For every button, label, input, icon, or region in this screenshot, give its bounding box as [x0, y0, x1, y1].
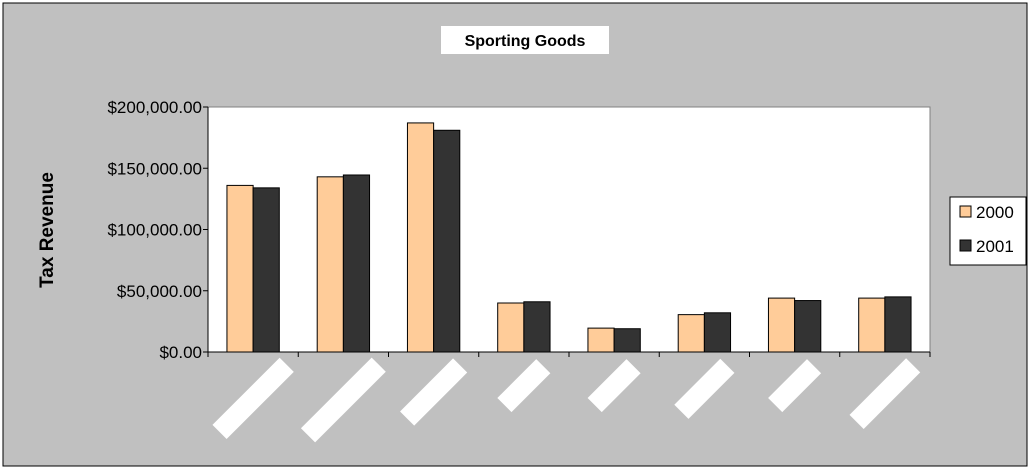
- bar-2000-1: [226, 184, 254, 353]
- legend-swatch-2001: [959, 239, 972, 252]
- y-tick-label: $200,000.00: [107, 98, 202, 117]
- bar-2001-8: [884, 296, 912, 353]
- y-tick-label: $150,000.00: [107, 159, 202, 178]
- y-axis: $0.00 $50,000.00 $100,000.00 $150,000.00 $20…: [107, 98, 209, 362]
- x-category-label-block: [300, 357, 386, 443]
- chart-title: Sporting Goods: [465, 33, 586, 50]
- title-box: [441, 26, 609, 54]
- bar-2001-6: [703, 312, 732, 353]
- legend-label-2000: 2000: [976, 203, 1014, 222]
- bar-2000-6: [677, 314, 705, 353]
- bar-2001-7: [794, 300, 822, 353]
- bar-2000-2: [316, 176, 344, 353]
- x-category-label-block: [587, 359, 641, 413]
- bar-2001-3: [433, 129, 461, 353]
- x-category-label-block: [212, 357, 294, 440]
- legend-swatch-2000: [959, 205, 972, 218]
- plot-area: [207, 106, 931, 353]
- bar-2000-8: [858, 297, 886, 353]
- x-axis-labels: [212, 357, 921, 443]
- x-category-label-block: [768, 359, 822, 413]
- legend: 2000 2001: [949, 196, 1027, 266]
- legend-label-2001: 2001: [976, 237, 1014, 256]
- x-category-label-block: [497, 359, 551, 413]
- bar-2001-2: [342, 174, 371, 353]
- y-tick-label: $100,000.00: [107, 221, 202, 240]
- x-axis: [207, 351, 931, 357]
- bar-2001-4: [523, 301, 551, 353]
- bar-2000-3: [406, 122, 435, 353]
- y-axis-label: Tax Revenue: [37, 172, 58, 288]
- x-category-label-block: [674, 358, 735, 419]
- bar-2000-4: [497, 302, 525, 353]
- bar-2001-1: [252, 187, 280, 353]
- bars: [226, 122, 912, 353]
- y-tick-label: $0.00: [159, 343, 202, 362]
- bar-2001-5: [613, 328, 641, 353]
- y-tick-label: $50,000.00: [117, 282, 202, 301]
- bar-2000-7: [767, 297, 796, 353]
- x-category-label-block: [400, 358, 468, 426]
- x-category-label-block: [849, 358, 921, 429]
- bar-2000-5: [587, 327, 615, 353]
